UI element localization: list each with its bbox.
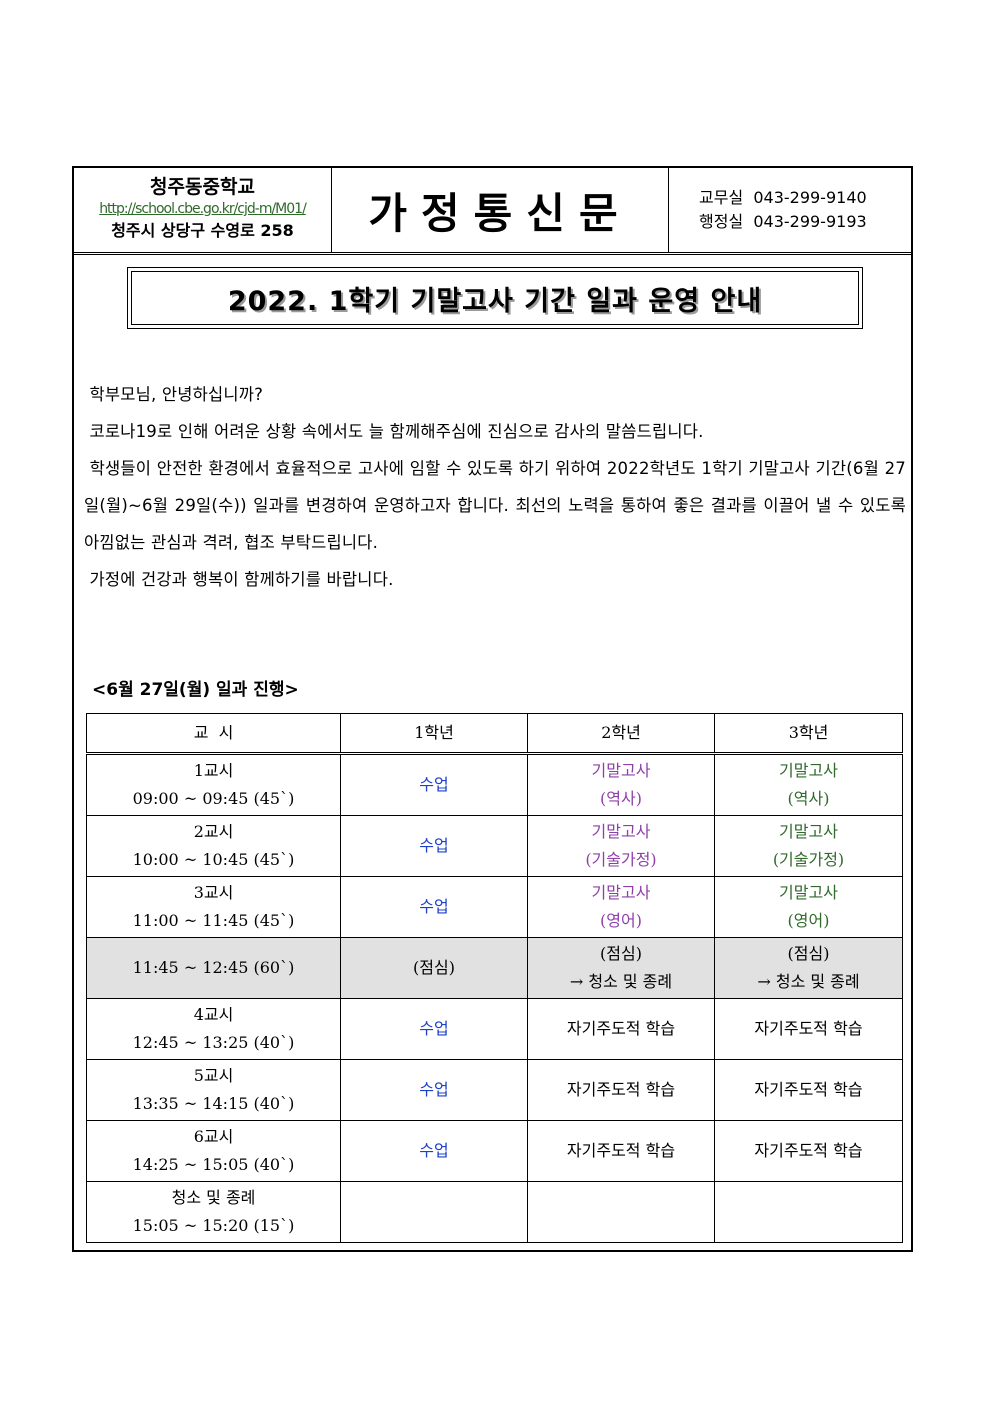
phone-admin-office: 행정실 043-299-9193: [699, 212, 867, 231]
table-row: 3교시 11:00 ~ 11:45 (45`) 수업 기말고사 (영어) 기말고사 (…: [86, 876, 903, 938]
grade-1-cell: (점심): [340, 937, 528, 999]
grade-3-cell: 자기주도적 학습: [714, 1059, 903, 1121]
exam-label: 기말고사: [591, 883, 651, 902]
grade-3-cell: 자기주도적 학습: [714, 998, 903, 1060]
grade-3-cell: 기말고사 (기술가정): [714, 815, 903, 877]
period-label: 1교시: [193, 761, 234, 780]
grade-2-cell: 자기주도적 학습: [527, 1059, 715, 1121]
grade-1-cell: 수업: [340, 876, 528, 938]
table-row: 6교시 14:25 ~ 15:05 (40`) 수업 자기주도적 학습 자기주도적…: [86, 1120, 903, 1182]
grade-2-cell: 자기주도적 학습: [527, 1120, 715, 1182]
exam-label: 기말고사: [591, 822, 651, 841]
exam-label: 기말고사: [591, 761, 651, 780]
phone-academic-office: 교무실 043-299-9140: [699, 188, 867, 207]
grade-2-cell: 기말고사 (영어): [527, 876, 715, 938]
period-cell: 6교시 14:25 ~ 15:05 (40`): [86, 1120, 341, 1182]
header-grade-3: 3학년: [714, 713, 903, 755]
exam-subject: (영어): [600, 911, 642, 930]
header-grade-1: 1학년: [340, 713, 528, 755]
table-row: 청소 및 종례 15:05 ~ 15:20 (15`): [86, 1181, 903, 1243]
school-address: 청주시 상당구 수영로 258: [111, 221, 294, 240]
closing-paragraph: 가정에 건강과 행복이 함께하기를 바랍니다.: [84, 570, 394, 589]
period-label: 2교시: [193, 822, 234, 841]
school-url-link[interactable]: http://school.cbe.go.kr/cjd-m/M01/: [99, 201, 307, 217]
period-label: 5교시: [193, 1066, 234, 1085]
grade-3-cell: 자기주도적 학습: [714, 1120, 903, 1182]
letterhead: 청주동중학교 http://school.cbe.go.kr/cjd-m/M01…: [74, 168, 911, 255]
table-row: 1교시 09:00 ~ 09:45 (45`) 수업 기말고사 (역사) 기말고사 (…: [86, 753, 903, 816]
period-cell: 1교시 09:00 ~ 09:45 (45`): [86, 753, 341, 816]
grade-3-cell: 기말고사 (역사): [714, 753, 903, 816]
period-time: 15:05 ~ 15:20 (15`): [132, 1216, 295, 1235]
period-time: 09:00 ~ 09:45 (45`): [132, 789, 295, 808]
exam-subject: (영어): [787, 911, 830, 930]
schedule-table: 교 시 1학년 2학년 3학년 1교시 09:00 ~ 09:45 (45`) 수…: [86, 713, 903, 1243]
exam-subject: (역사): [600, 789, 642, 808]
lunch-label: (점심): [787, 944, 830, 963]
grade-1-cell: 수업: [340, 1120, 528, 1182]
period-label: 청소 및 종례: [171, 1188, 256, 1207]
schedule-change-paragraph: 학생들이 안전한 환경에서 효율적으로 고사에 임할 수 있도록 하기 위하여 …: [84, 459, 912, 552]
thanks-paragraph: 코로나19로 인해 어려운 상황 속에서도 늘 함께해주심에 진심으로 감사의 …: [84, 422, 704, 441]
notice-title: 2022. 1학기 기말고사 기간 일과 운영 안내: [131, 271, 859, 325]
greeting-paragraph: 학부모님, 안녕하십니까?: [84, 385, 264, 404]
period-time-cell: 11:45 ~ 12:45 (60`): [86, 937, 341, 999]
grade-3-cell: (점심) → 청소 및 종례: [714, 937, 903, 999]
notice-banner: 2022. 1학기 기말고사 기간 일과 운영 안내: [127, 267, 863, 329]
exam-label: 기말고사: [779, 883, 838, 902]
table-row-lunch: 11:45 ~ 12:45 (60`) (점심) (점심) → 청소 및 종례 (…: [86, 937, 903, 999]
header-grade-2: 2학년: [527, 713, 715, 755]
grade-3-cell: [714, 1181, 903, 1243]
schedule-heading: <6월 27일(월) 일과 진행>: [92, 680, 299, 700]
exam-subject: (기술가정): [585, 850, 657, 869]
grade-1-cell: 수업: [340, 815, 528, 877]
period-label: 6교시: [193, 1127, 234, 1146]
grade-1-cell: 수업: [340, 1059, 528, 1121]
header-period: 교 시: [86, 713, 341, 755]
contact-phones: 교무실 043-299-9140 행정실 043-299-9193: [669, 168, 911, 252]
period-cell: 2교시 10:00 ~ 10:45 (45`): [86, 815, 341, 877]
period-cell: 4교시 12:45 ~ 13:25 (40`): [86, 998, 341, 1060]
grade-2-cell: 기말고사 (역사): [527, 753, 715, 816]
period-time: 12:45 ~ 13:25 (40`): [132, 1033, 295, 1052]
grade-2-cell: 자기주도적 학습: [527, 998, 715, 1060]
grade-3-cell: 기말고사 (영어): [714, 876, 903, 938]
school-info: 청주동중학교 http://school.cbe.go.kr/cjd-m/M01…: [74, 168, 332, 252]
exam-subject: (기술가정): [772, 850, 845, 869]
exam-label: 기말고사: [779, 822, 838, 841]
period-label: 3교시: [193, 883, 234, 902]
school-name: 청주동중학교: [150, 176, 255, 198]
period-label: 4교시: [193, 1005, 234, 1024]
grade-1-cell: 수업: [340, 753, 528, 816]
cleanup-label: → 청소 및 종례: [569, 972, 673, 991]
period-time: 13:35 ~ 14:15 (40`): [132, 1094, 295, 1113]
period-time: 14:25 ~ 15:05 (40`): [132, 1155, 295, 1174]
newsletter-frame: 청주동중학교 http://school.cbe.go.kr/cjd-m/M01…: [72, 166, 913, 1252]
period-cell: 청소 및 종례 15:05 ~ 15:20 (15`): [86, 1181, 341, 1243]
grade-2-cell: [527, 1181, 715, 1243]
exam-label: 기말고사: [779, 761, 838, 780]
table-row: 2교시 10:00 ~ 10:45 (45`) 수업 기말고사 (기술가정) 기말고…: [86, 815, 903, 877]
grade-1-cell: 수업: [340, 998, 528, 1060]
grade-2-cell: 기말고사 (기술가정): [527, 815, 715, 877]
period-cell: 3교시 11:00 ~ 11:45 (45`): [86, 876, 341, 938]
exam-subject: (역사): [787, 789, 830, 808]
grade-2-cell: (점심) → 청소 및 종례: [527, 937, 715, 999]
grade-1-cell: [340, 1181, 528, 1243]
document-title: 가정통신문: [332, 168, 669, 252]
table-row: 4교시 12:45 ~ 13:25 (40`) 수업 자기주도적 학습 자기주도적…: [86, 998, 903, 1060]
period-cell: 5교시 13:35 ~ 14:15 (40`): [86, 1059, 341, 1121]
lunch-label: (점심): [600, 944, 642, 963]
table-header-row: 교 시 1학년 2학년 3학년: [86, 713, 903, 755]
letter-body: 학부모님, 안녕하십니까? 코로나19로 인해 어려운 상황 속에서도 늘 함께…: [84, 376, 906, 598]
cleanup-label: → 청소 및 종례: [757, 972, 860, 991]
table-row: 5교시 13:35 ~ 14:15 (40`) 수업 자기주도적 학습 자기주도적…: [86, 1059, 903, 1121]
period-time: 10:00 ~ 10:45 (45`): [132, 850, 295, 869]
period-time: 11:00 ~ 11:45 (45`): [132, 911, 295, 930]
